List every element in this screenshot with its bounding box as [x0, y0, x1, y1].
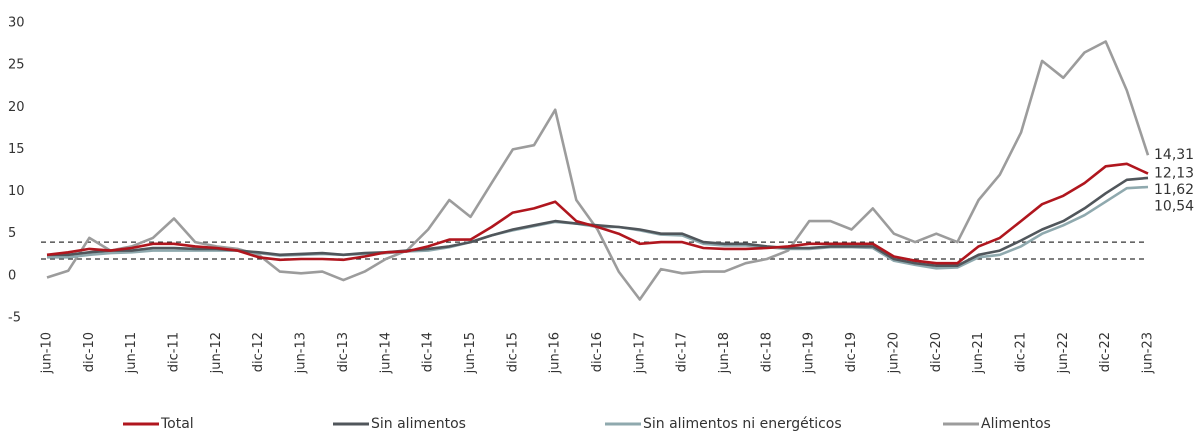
x-tick-label: dic-22	[1098, 332, 1113, 372]
series-line	[46, 162, 1149, 265]
x-tick-label: dic-12	[251, 332, 266, 372]
legend-label: Total	[160, 416, 194, 432]
series-line	[47, 176, 1149, 267]
x-tick-label: jun-20	[886, 332, 901, 374]
legend-label: Sin alimentos	[371, 416, 466, 432]
x-tick-label: dic-18	[759, 332, 774, 372]
x-tick-label: jun-11	[124, 332, 139, 374]
x-tick-label: jun-17	[632, 332, 647, 374]
legend-label: Sin alimentos ni energéticos	[643, 416, 842, 432]
legend-item: Alimentos	[943, 416, 1051, 432]
x-tick-label: jun-23	[1141, 332, 1156, 374]
end-label: 10,54	[1154, 199, 1194, 215]
x-tick-label: jun-21	[971, 332, 986, 374]
x-tick-label: jun-12	[209, 332, 224, 374]
x-tick-label: dic-16	[590, 332, 605, 372]
x-tick-label: dic-11	[167, 332, 182, 372]
y-tick-label: 5	[8, 226, 16, 241]
y-tick-label: 30	[8, 16, 25, 31]
x-tick-label: dic-19	[844, 332, 859, 372]
x-tick-label: jun-14	[378, 332, 393, 374]
x-tick-label: dic-17	[675, 332, 690, 372]
legend-item: Total	[123, 416, 194, 432]
x-tick-label: jun-16	[548, 332, 563, 374]
y-tick-label: 10	[8, 184, 25, 199]
x-tick-label: dic-14	[421, 332, 436, 372]
x-tick-label: jun-15	[463, 332, 478, 374]
x-tick-label: dic-21	[1013, 332, 1028, 372]
x-tick-label: jun-13	[294, 332, 309, 374]
end-label: 14,31	[1154, 147, 1194, 163]
y-tick-label: 0	[8, 268, 16, 283]
x-tick-label: dic-20	[929, 332, 944, 372]
x-tick-label: jun-18	[717, 332, 732, 374]
x-tick-label: dic-13	[336, 332, 351, 372]
x-tick-label: dic-10	[82, 332, 97, 372]
end-label: 11,62	[1154, 182, 1194, 198]
series-line	[46, 40, 1150, 301]
y-tick-label: 15	[8, 142, 25, 157]
y-tick-label: -5	[8, 311, 21, 326]
x-tick-label: jun-10	[40, 332, 55, 374]
y-tick-label: 25	[8, 58, 25, 73]
y-tick-label: 20	[8, 100, 25, 115]
legend-label: Alimentos	[981, 416, 1051, 432]
x-tick-label: jun-19	[802, 332, 817, 374]
x-tick-label: dic-15	[505, 332, 520, 372]
x-tick-label: jun-22	[1056, 332, 1071, 374]
legend-item: Sin alimentos	[333, 416, 466, 432]
end-label: 12,13	[1154, 166, 1194, 182]
legend-item: Sin alimentos ni energéticos	[605, 416, 842, 432]
